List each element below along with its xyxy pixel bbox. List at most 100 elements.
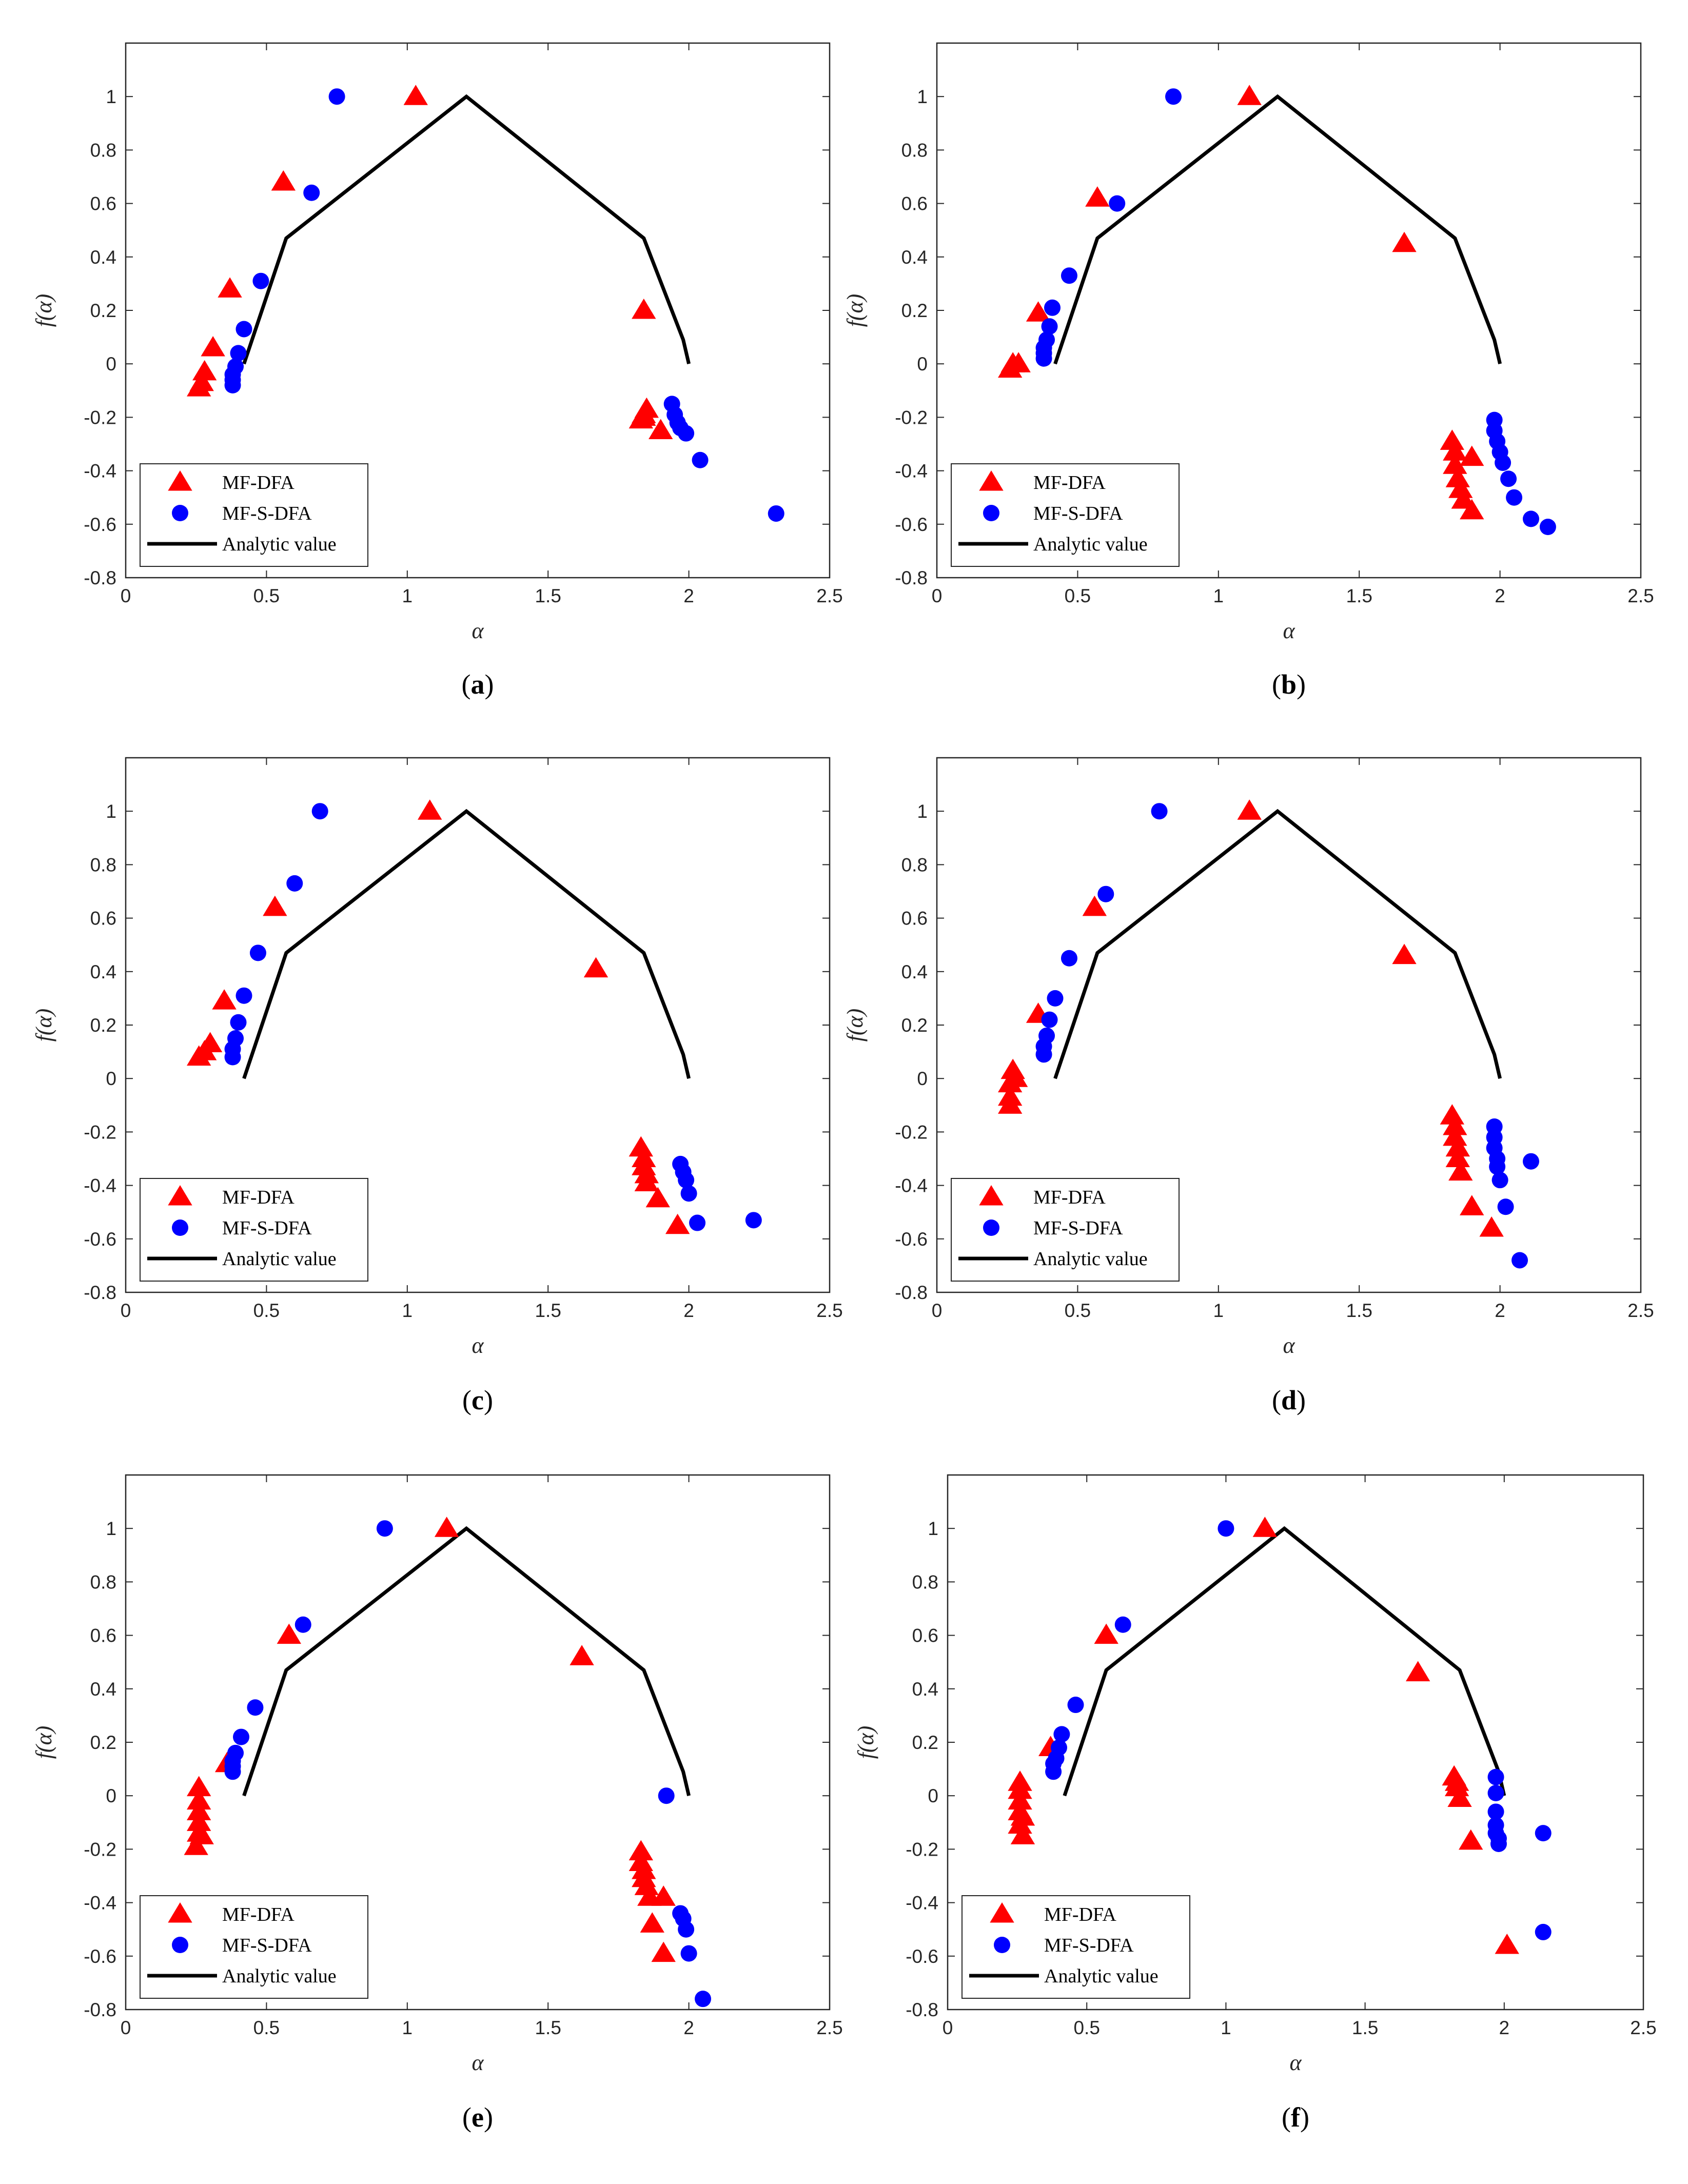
mfdfa-point [186,1811,211,1831]
mfdfa-point [634,1171,659,1191]
y-tick-label: 0.2 [912,1732,938,1753]
legend-label: Analytic value [1033,534,1148,555]
mfsdfa-point [1495,454,1512,471]
mfdfa-point [1479,1216,1504,1237]
mfsdfa-point [768,505,784,522]
legend-triangle-icon [990,1902,1014,1923]
mfdfa-point [1495,1933,1519,1954]
legend: MF-DFA MF-S-DFA Analytic value [140,1178,368,1282]
mfsdfa-point [1487,1768,1504,1785]
panel-caption: (b) [1272,669,1306,700]
mfdfa-point [570,1645,594,1665]
x-tick-label: 0 [121,2017,131,2038]
mfsdfa-point [1539,519,1556,536]
legend-label: MF-S-DFA [222,1935,312,1956]
x-tick-label: 0 [121,585,131,606]
mfdfa-point [1448,1160,1473,1181]
mfdfa-point [218,277,242,298]
y-tick-label: -0.8 [84,567,116,588]
mfsdfa-point [1535,1825,1552,1842]
x-tick-label: 2.5 [1630,2017,1656,2038]
x-tick-label: 0 [943,2017,953,2038]
y-tick-label: -0.6 [895,514,928,535]
x-tick-label: 1 [402,2017,413,2038]
x-tick-label: 2 [683,1300,694,1321]
legend-label: Analytic value [1033,1248,1148,1270]
x-tick-label: 0.5 [253,1300,280,1321]
mfdfa-point [649,419,673,440]
mfsdfa-point [233,1728,250,1745]
mfdfa-point [1443,1114,1467,1135]
analytic-line [1063,1526,1506,1797]
mfdfa-point [1460,445,1484,466]
y-tick-label: -0.6 [84,1229,116,1250]
y-tick-label: -0.2 [84,1121,116,1143]
chart-panel-b: 0 0.5 1 1.5 2 2.5 -0.8 -0.6 -0.4 -0.2 0 0.2 0.4 0.6 0.… [842,42,1654,700]
y-axis-label: f(α) [853,1726,878,1759]
x-tick-label: 0 [121,1300,131,1321]
mfdfa-point [629,1840,653,1861]
x-tick-label: 2.5 [816,1300,842,1321]
mfsdfa-point [678,1921,695,1938]
x-tick-label: 2.5 [816,2017,842,2038]
x-tick-label: 2 [1499,2017,1510,2038]
y-tick-label: 1 [917,801,928,822]
y-tick-label: -0.2 [895,1121,928,1143]
y-tick-label: -0.2 [895,407,928,428]
mfsdfa-point [1489,1158,1506,1175]
y-tick-label: 0.4 [90,247,116,268]
y-tick-label: -0.4 [906,1893,938,1914]
mfsdfa-point [1067,1697,1084,1714]
legend: MF-DFA MF-S-DFA Analytic value [140,1895,368,1999]
y-tick-label: 0.2 [90,1015,116,1036]
x-tick-label: 1.5 [1346,585,1372,606]
y-tick-label: 0.2 [90,1732,116,1753]
mfdfa-point [186,1800,211,1821]
mfsdfa-point [295,1616,311,1633]
x-tick-label: 1 [1213,585,1224,606]
x-tick-label: 0 [932,585,943,606]
mfdfa-point [403,85,428,105]
y-tick-label: -0.4 [84,1175,116,1196]
mfdfa-point [271,170,296,191]
legend-circle-icon [172,1937,188,1953]
panel-caption: (e) [462,2102,493,2133]
x-axis-label: α [472,1333,484,1358]
x-axis-label: α [1289,2050,1302,2075]
x-tick-label: 0.5 [253,2017,280,2038]
mfdfa-point [665,1213,690,1234]
chart-panel-c: 0 0.5 1 1.5 2 2.5 -0.8 -0.6 -0.4 -0.2 0 0.2 0.4 0.6 0.… [31,757,843,1415]
mfsdfa-point [235,321,252,338]
legend-triangle-icon [979,470,1004,491]
chart-panel-a: 0 0.5 1 1.5 2 2.5 -0.8 -0.6 -0.4 -0.2 0 0.2 0.4 0.6 0.… [31,42,843,700]
y-tick-label: -0.8 [84,1282,116,1303]
mfdfa-point [632,299,656,319]
x-tick-label: 0.5 [1073,2017,1100,2038]
mfsdfa-point [1047,990,1064,1007]
y-axis-label: f(α) [842,1009,868,1042]
mfsdfa-point [745,1212,762,1229]
mfdfa-point [1008,1813,1032,1834]
legend-triangle-icon [168,1902,192,1923]
mfdfa-point [1082,895,1107,916]
x-tick-label: 1.5 [1352,2017,1378,2038]
legend-triangle-icon [979,1185,1004,1206]
x-tick-label: 0.5 [1065,585,1091,606]
x-tick-label: 2 [683,585,694,606]
legend-label: MF-S-DFA [1033,1217,1123,1239]
legend-label: Analytic value [222,1248,337,1270]
legend-label: MF-S-DFA [222,1217,312,1239]
legend-label: MF-S-DFA [222,503,312,524]
legend: MF-DFA MF-S-DFA Analytic value [140,463,368,567]
x-tick-label: 1.5 [1346,1300,1372,1321]
legend-circle-icon [172,505,188,521]
y-tick-label: 0.4 [901,247,928,268]
y-axis-label: f(α) [31,294,56,327]
mfdfa-point [1445,467,1470,487]
legend-circle-icon [994,1937,1010,1953]
analytic-line [242,1526,691,1797]
legend: MF-DFA MF-S-DFA Analytic value [961,1895,1190,1999]
mfsdfa-point [1109,195,1126,212]
mfdfa-point [1405,1661,1430,1682]
legend: MF-DFA MF-S-DFA Analytic value [951,1178,1180,1282]
